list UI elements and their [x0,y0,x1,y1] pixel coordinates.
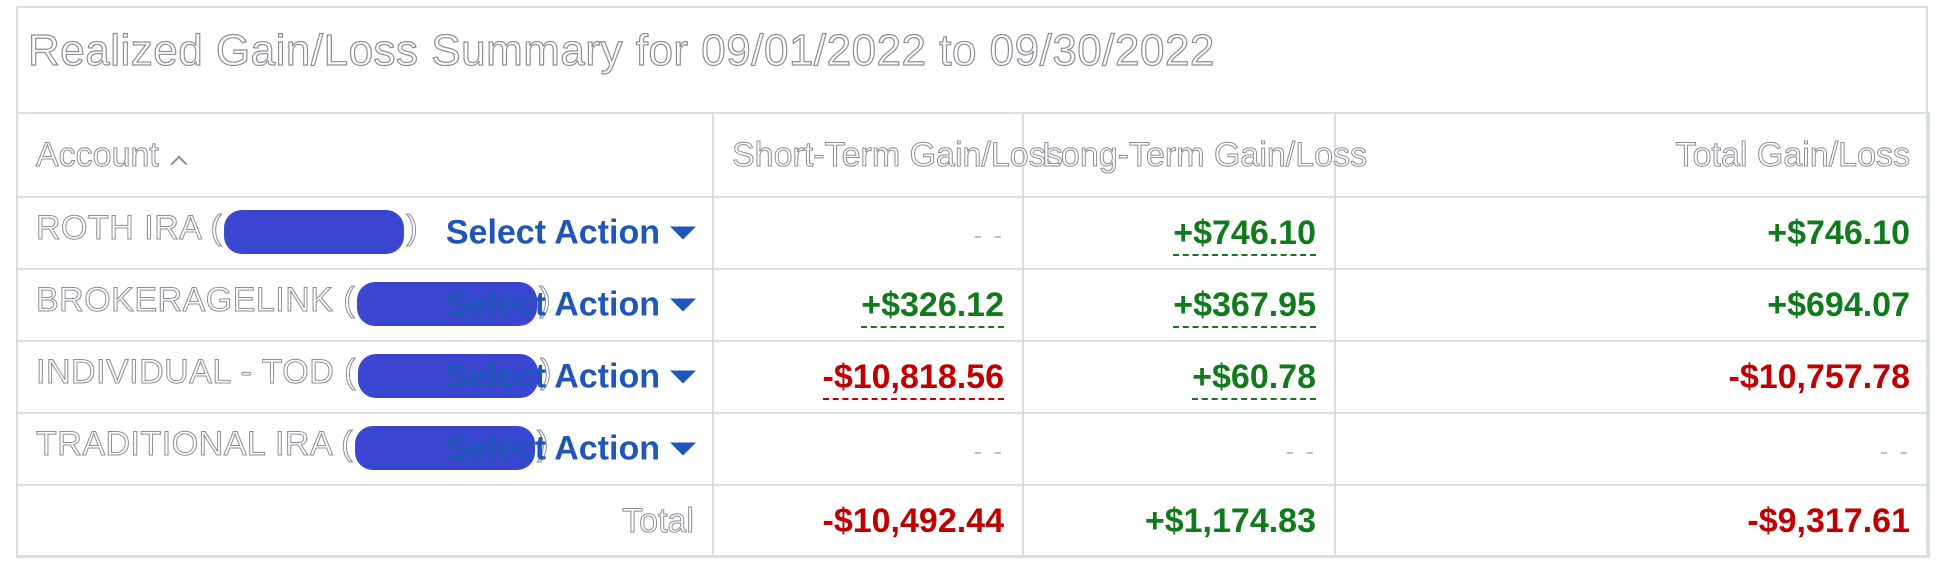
select-action-dropdown[interactable]: Select Action [446,286,696,325]
redacted-account-number [224,209,405,254]
total-cell: - - [1334,412,1930,486]
caret-down-icon [670,442,696,456]
account-name-close: ) [539,281,552,320]
total-cell: -$10,757.78 [1334,340,1930,414]
select-action-dropdown[interactable]: Select Action [446,214,696,253]
long-term-cell: - - [1022,412,1336,486]
total-value: - - [1879,435,1910,466]
select-action-dropdown[interactable]: Select Action [446,430,696,469]
short-term-cell: - - [712,196,1024,270]
long-term-cell: +$367.95 [1022,268,1336,342]
column-header-long-term: Long-Term Gain/Loss [1022,112,1368,198]
account-name-close: ) [406,209,419,248]
account-cell: TRADITIONAL IRA () Select Action [16,412,714,486]
select-action-label: Select Action [445,357,660,396]
table-row: BROKERAGELINK () Select Action +$326.12 … [16,268,1930,342]
total-cell: +$746.10 [1334,196,1930,270]
select-action-label: Select Action [445,285,660,324]
account-cell: ROTH IRA () Select Action [16,196,714,270]
caret-down-icon [670,298,696,312]
grand-total: -$9,317.61 [1334,484,1930,558]
account-name-close: ) [537,425,549,464]
column-header-short-term: Short-Term Gain/Loss [712,112,1063,198]
short-term-cell: +$326.12 [712,268,1024,342]
column-header-total: Total Gain/Loss [1334,112,1930,198]
long-term-value: - - [1285,435,1316,466]
long-term-cell: +$60.78 [1022,340,1336,414]
total-long-term: +$1,174.83 [1022,484,1336,558]
short-term-link[interactable]: +$326.12 [861,285,1004,328]
totals-row: Total -$10,492.44 +$1,174.83 -$9,317.61 [16,484,1930,558]
long-term-link[interactable]: +$60.78 [1192,357,1316,400]
select-action-label: Select Action [445,213,660,252]
short-term-cell: -$10,818.56 [712,340,1024,414]
redacted-account-number [358,353,539,398]
redacted-account-number [355,425,536,470]
total-label: Total [16,484,714,558]
caret-down-icon [670,370,696,384]
gain-loss-table: Account Short-Term Gain/Loss Long-Term G… [16,112,1930,558]
select-action-label: Select Action [445,429,660,468]
short-term-value: - - [973,435,1004,466]
table-header-row: Account Short-Term Gain/Loss Long-Term G… [16,112,1930,198]
redacted-account-number [357,281,538,326]
page-title: Realized Gain/Loss Summary for 09/01/202… [27,25,1215,75]
short-term-value: - - [973,219,1004,250]
select-action-dropdown[interactable]: Select Action [446,358,696,397]
account-name: INDIVIDUAL - TOD ( [35,353,357,392]
account-name: ROTH IRA ( [35,209,223,248]
chevron-up-icon[interactable] [170,155,188,172]
long-term-cell: +$746.10 [1022,196,1336,270]
long-term-link[interactable]: +$367.95 [1173,285,1316,328]
short-term-cell: - - [712,412,1024,486]
long-term-link[interactable]: +$746.10 [1173,213,1316,256]
account-cell: INDIVIDUAL - TOD () Select Action [16,340,714,414]
short-term-link[interactable]: -$10,818.56 [822,357,1004,400]
table-row: ROTH IRA () Select Action - - +$746.10 +… [16,196,1930,270]
account-cell: BROKERAGELINK () Select Action [16,268,714,342]
account-name-close: ) [540,353,552,392]
table-row: INDIVIDUAL - TOD () Select Action -$10,8… [16,340,1930,414]
caret-down-icon [670,226,696,240]
total-short-term: -$10,492.44 [712,484,1024,558]
account-name: BROKERAGELINK ( [35,281,356,320]
column-header-account[interactable]: Account [16,112,714,198]
total-cell: +$694.07 [1334,268,1930,342]
column-header-account-label: Account [36,135,160,174]
table-row: TRADITIONAL IRA () Select Action - - - -… [16,412,1930,486]
account-name: TRADITIONAL IRA ( [35,425,354,464]
